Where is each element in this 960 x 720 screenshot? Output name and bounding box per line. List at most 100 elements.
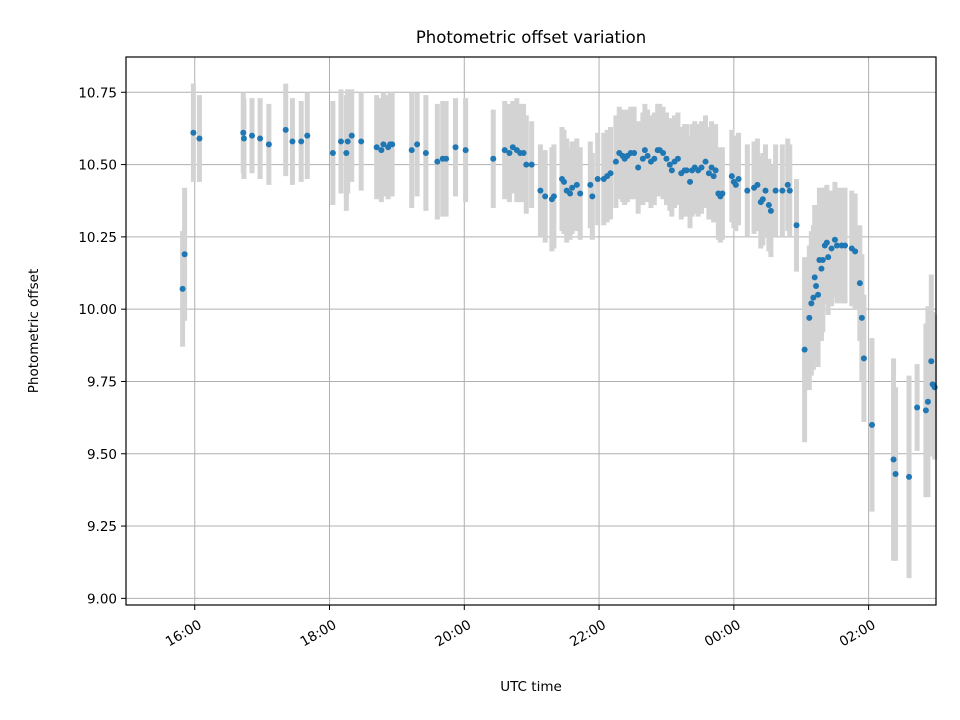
x-tick-label: 16:00 [163, 617, 205, 650]
data-point [710, 173, 717, 180]
data-point [719, 190, 726, 197]
y-tick-label: 9.75 [87, 374, 117, 390]
data-point [860, 355, 867, 362]
y-tick-label: 9.25 [87, 519, 117, 535]
data-point [705, 170, 712, 177]
data-points [179, 126, 938, 480]
data-point [833, 242, 840, 249]
data-point [754, 181, 761, 188]
data-point [635, 164, 642, 171]
data-point [674, 155, 681, 162]
data-point [772, 187, 779, 194]
data-point [813, 283, 820, 290]
data-point [712, 167, 719, 174]
data-point [639, 155, 646, 162]
data-point [542, 193, 549, 200]
data-point [561, 178, 568, 185]
data-point [257, 135, 264, 142]
data-point [265, 141, 272, 148]
data-point [906, 473, 913, 480]
data-point [506, 150, 513, 157]
data-point [181, 251, 188, 258]
data-point [569, 184, 576, 191]
data-point [801, 346, 808, 353]
data-point [389, 141, 396, 148]
data-point [663, 155, 670, 162]
data-point [537, 187, 544, 194]
data-point [823, 239, 830, 246]
y-axis-ticks: 9.00 9.25 9.50 9.75 10.00 10.25 10.50 10.75 [78, 85, 126, 607]
data-point [589, 193, 596, 200]
data-point [573, 181, 580, 188]
data-point [856, 280, 863, 287]
data-point [443, 155, 450, 162]
data-point [577, 190, 584, 197]
data-point [289, 138, 296, 145]
data-point [842, 242, 849, 249]
data-point [501, 147, 508, 154]
data-point [179, 285, 186, 292]
data-point [793, 222, 800, 229]
data-point [452, 144, 459, 151]
data-point [240, 135, 247, 142]
data-point [806, 314, 813, 321]
data-point [249, 132, 256, 139]
x-tick-label: 02:00 [837, 617, 879, 650]
data-point [594, 176, 601, 183]
data-point [762, 187, 769, 194]
data-point [928, 358, 935, 365]
data-point [414, 141, 421, 148]
data-point [550, 193, 557, 200]
y-tick-label: 9.00 [87, 591, 117, 607]
data-point [422, 150, 429, 157]
data-point [408, 147, 415, 154]
data-point [815, 291, 822, 298]
error-bars [180, 83, 938, 579]
x-axis-label: UTC time [500, 679, 562, 695]
data-point [434, 158, 441, 165]
x-tick-label: 22:00 [567, 617, 609, 650]
data-point [378, 147, 385, 154]
data-point [825, 254, 832, 261]
data-point [520, 150, 527, 157]
data-point [698, 164, 705, 171]
data-point [358, 138, 365, 145]
data-point [337, 138, 344, 145]
data-point [490, 155, 497, 162]
data-point [810, 294, 817, 301]
data-point [668, 167, 675, 174]
data-point [631, 150, 638, 157]
data-point [587, 181, 594, 188]
data-point [190, 129, 197, 136]
data-point [922, 407, 929, 414]
data-point [858, 314, 865, 321]
data-point [304, 132, 311, 139]
data-point [808, 300, 815, 307]
y-tick-label: 10.25 [78, 230, 117, 246]
data-point [373, 144, 380, 151]
data-point [528, 161, 535, 168]
y-tick-label: 10.00 [78, 302, 117, 318]
data-point [567, 190, 574, 197]
data-point [329, 150, 336, 157]
y-axis-label: Photometric offset [26, 269, 42, 393]
data-point [462, 147, 469, 154]
data-point [683, 167, 690, 174]
data-point [240, 129, 247, 136]
data-point [728, 173, 735, 180]
data-point [298, 138, 305, 145]
data-point [523, 161, 530, 168]
data-point [831, 236, 838, 243]
data-point [890, 456, 897, 463]
plot-frame [125, 56, 937, 606]
data-point [343, 150, 350, 157]
data-point [607, 170, 614, 177]
y-tick-label: 9.50 [87, 447, 117, 463]
data-point [818, 265, 825, 272]
data-point [892, 471, 899, 478]
data-point [644, 152, 651, 159]
data-point [765, 202, 772, 209]
chart-title: Photometric offset variation [416, 28, 646, 47]
data-point [687, 178, 694, 185]
